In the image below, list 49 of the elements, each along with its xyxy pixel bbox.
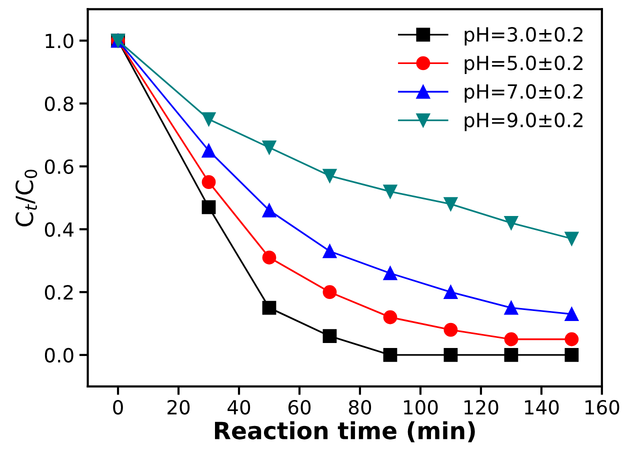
point [383, 348, 398, 362]
point [444, 348, 458, 362]
point [262, 203, 276, 218]
point [322, 329, 337, 344]
x-tick-label: 100 [404, 400, 438, 415]
legend-label: pH=7.0±0.2 [464, 84, 582, 103]
y-tick-label: 0.6 [44, 159, 74, 174]
x-tick-label: 80 [348, 400, 372, 415]
point [444, 322, 458, 337]
y-tick-label: 0.2 [44, 285, 73, 300]
y-axis-title: C$_{t}$/C$_{0}$ [15, 170, 38, 226]
point [383, 310, 398, 324]
x-tick-label: 20 [168, 400, 190, 415]
x-tick-label: 160 [586, 400, 620, 415]
legend-label: pH=9.0±0.2 [464, 112, 582, 132]
x-tick-label: 40 [228, 400, 250, 415]
legend-label: pH=3.0±0.2 [464, 27, 582, 46]
x-axis-title: Reaction time (min) [214, 421, 475, 442]
point [202, 175, 216, 190]
point [262, 300, 276, 315]
point [564, 348, 579, 362]
point [444, 197, 458, 212]
point [202, 200, 216, 214]
point [504, 332, 518, 346]
point [564, 332, 579, 346]
point [202, 144, 216, 158]
point [202, 112, 216, 126]
point [322, 244, 337, 258]
y-tick-label: 0.8 [44, 96, 74, 112]
y-tick-label: 0.0 [44, 348, 74, 363]
legend-label: pH=5.0±0.2 [464, 56, 582, 74]
point [444, 285, 458, 300]
x-tick-label: 120 [464, 400, 498, 415]
point [383, 266, 398, 280]
point [504, 348, 518, 362]
x-tick-label: 140 [525, 400, 559, 415]
point [322, 285, 337, 300]
point [262, 250, 276, 264]
y-tick-label: 0.4 [44, 222, 74, 237]
x-tick-label: 0 [113, 400, 123, 415]
point [262, 140, 276, 154]
x-tick-label: 60 [288, 400, 311, 415]
point [504, 216, 518, 230]
point [322, 168, 337, 183]
point [504, 300, 518, 315]
point [383, 184, 398, 198]
y-tick-label: 1.0 [46, 34, 74, 48]
point [564, 307, 579, 322]
point [564, 232, 579, 246]
